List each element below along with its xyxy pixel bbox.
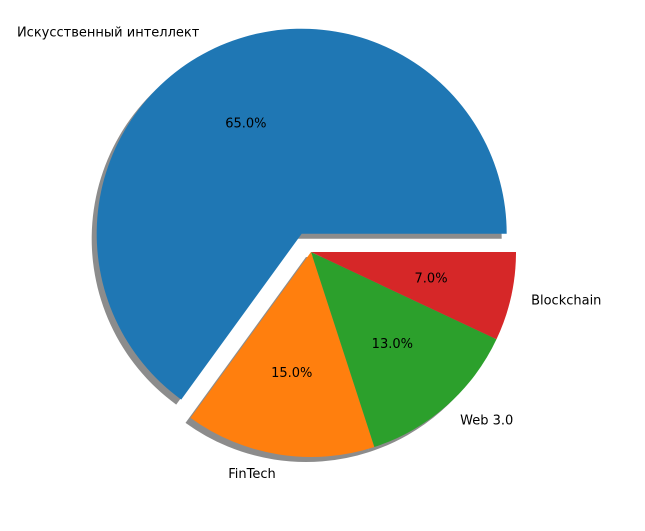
pie-slice-blockchain	[311, 252, 516, 340]
pie-slice-label: Web 3.0	[460, 414, 513, 429]
pie-slice-label: Blockchain	[531, 294, 601, 309]
pie-slice-искусственный-интеллект	[96, 28, 507, 400]
pie-slice-percent-label: 7.0%	[415, 271, 448, 286]
pie-slice-percent-label: 15.0%	[271, 366, 312, 381]
pie-label-layer: Искусственный интеллект 65.0% FinTech 15.0%…	[17, 25, 601, 482]
pie-slice-percent-label: 65.0%	[225, 117, 266, 132]
pie-slice-layer	[96, 28, 516, 457]
pie-slice-label: Искусственный интеллект	[17, 25, 200, 40]
pie-slice-fintech	[190, 252, 375, 457]
pie-slice-label: FinTech	[228, 467, 276, 482]
pie-slice-percent-label: 13.0%	[372, 337, 413, 352]
pie-slice-web-3-0	[311, 252, 497, 447]
